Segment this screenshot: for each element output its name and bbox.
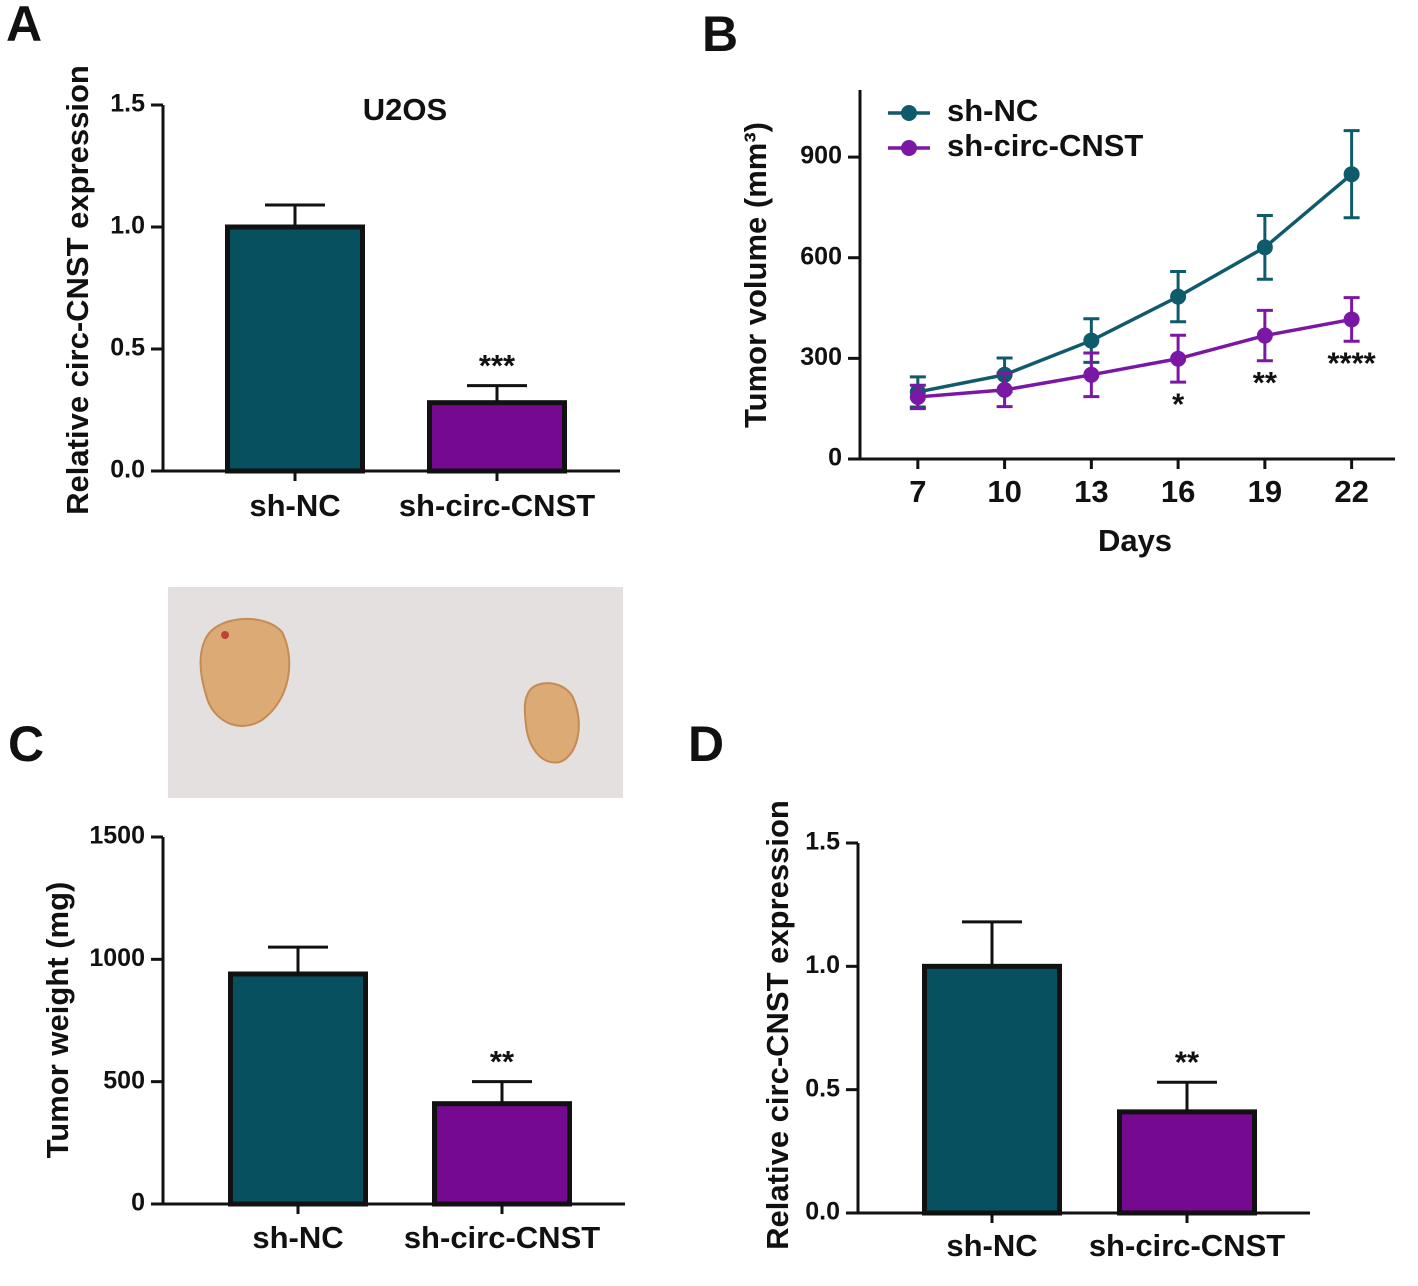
x-tick-label: 13 [1074, 474, 1108, 509]
series-line [917, 317, 1352, 399]
y-tick-label: 0 [828, 444, 842, 472]
point [996, 381, 1013, 398]
legend-label: sh-NC [947, 93, 1038, 128]
panel-label: D [688, 716, 724, 772]
y-axis-title: Relative circ-CNST expression [60, 65, 95, 515]
x-tick-label: sh-NC [249, 488, 340, 523]
point [1256, 327, 1273, 344]
legend-label: sh-circ-CNST [947, 128, 1143, 163]
bar [922, 963, 1062, 1216]
x-tick-label: sh-NC [252, 1220, 343, 1255]
y-tick-label: 500 [103, 1066, 145, 1094]
x-tick-label: 10 [987, 474, 1021, 509]
y-tick-label: 1.5 [110, 90, 145, 118]
series-line [917, 172, 1353, 394]
y-tick-label: 900 [800, 142, 842, 170]
significance-label: ** [1253, 365, 1278, 400]
y-tick-label: 0.5 [110, 334, 145, 362]
chart-title: U2OS [363, 92, 447, 127]
y-tick-label: 1.0 [110, 212, 145, 240]
bar [427, 400, 567, 474]
tumor-photo [168, 587, 623, 798]
y-tick-label: 0.0 [805, 1198, 840, 1226]
bar [1117, 1109, 1257, 1216]
legend-marker [901, 105, 917, 121]
panel-label: C [8, 716, 44, 772]
x-tick-label: 7 [909, 474, 926, 509]
x-tick-label: 22 [1334, 474, 1368, 509]
y-axis-title: Relative circ-CNST expression [760, 800, 795, 1250]
y-axis-title: Tumor volume (mm³) [738, 122, 773, 428]
bar [228, 971, 368, 1207]
y-tick-label: 1000 [89, 944, 145, 972]
x-tick-label: sh-NC [946, 1228, 1037, 1263]
significance-label: ** [490, 1044, 515, 1079]
x-tick-label: sh-circ-CNST [404, 1220, 600, 1255]
bar [432, 1101, 572, 1207]
y-tick-label: 0.5 [805, 1074, 840, 1102]
point [1083, 366, 1100, 383]
point [1256, 239, 1273, 256]
y-axis-title: Tumor weight (mg) [40, 882, 75, 1159]
y-tick-label: 1500 [89, 822, 145, 850]
y-tick-label: 600 [800, 242, 842, 270]
x-tick-label: 19 [1248, 474, 1282, 509]
significance-label: *** [479, 348, 516, 383]
y-tick-label: 0.0 [110, 456, 145, 484]
significance-label: * [1172, 386, 1185, 421]
x-tick-label: sh-circ-CNST [399, 488, 595, 523]
legend-marker [901, 140, 917, 156]
y-tick-label: 1.0 [805, 951, 840, 979]
point [1170, 350, 1187, 367]
bar [225, 224, 365, 474]
y-tick-label: 300 [800, 343, 842, 371]
x-axis-title: Days [1098, 523, 1172, 558]
significance-label: **** [1327, 345, 1376, 380]
point [1343, 311, 1360, 328]
panel-label: A [6, 0, 42, 52]
y-tick-label: 0 [131, 1189, 145, 1217]
point [1083, 332, 1100, 349]
significance-label: ** [1175, 1044, 1200, 1079]
x-tick-label: 16 [1161, 474, 1195, 509]
point [1343, 166, 1360, 183]
y-tick-label: 1.5 [805, 828, 840, 856]
point [1170, 288, 1187, 305]
x-tick-label: sh-circ-CNST [1089, 1228, 1285, 1263]
panel-label: B [702, 6, 738, 62]
point [909, 388, 926, 405]
